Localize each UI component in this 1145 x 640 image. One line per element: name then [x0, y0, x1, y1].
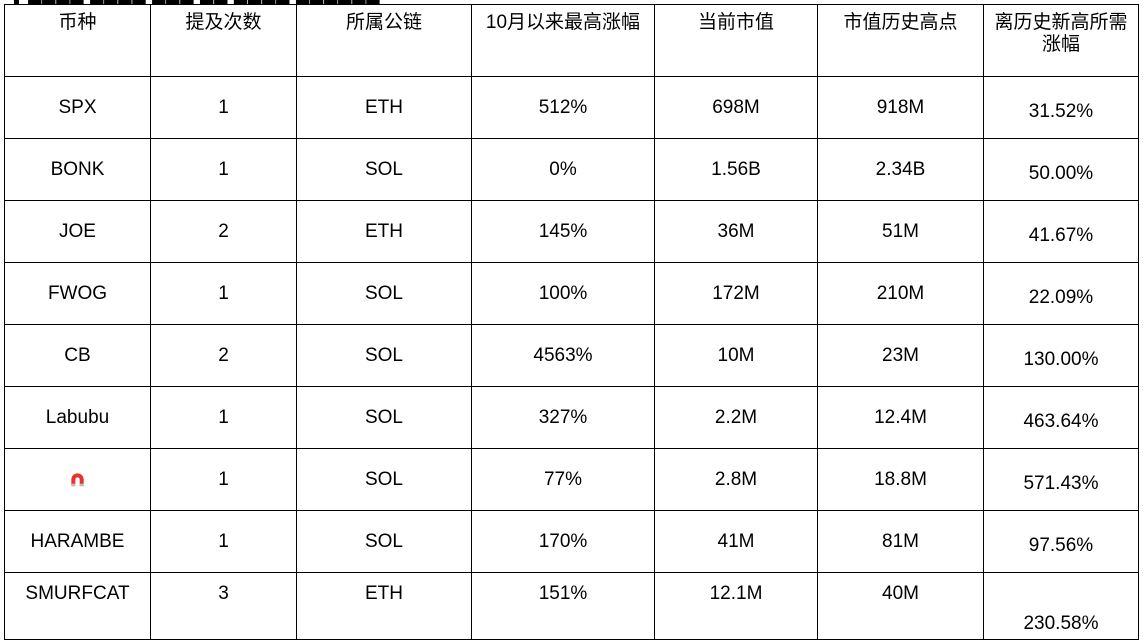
cell-market-cap: 2.2M	[654, 386, 818, 449]
cell-ath-cap: 81M	[817, 510, 984, 573]
cell-max-gain: 512%	[471, 76, 655, 139]
cell-max-gain: 170%	[471, 510, 655, 573]
cropped-caption: ▍▇▇▆▇ ▅▇▇▆ ▆▇▇ ▇▆ ▆▇▇▇ ▇▇▆▇▇▇	[0, 0, 1145, 4]
table-row: 1 SOL 77% 2.8M 18.8M 571.43%	[4, 448, 1139, 511]
cell-coin: SMURFCAT	[4, 572, 151, 640]
table-row: CB 2 SOL 4563% 10M 23M 130.00%	[4, 324, 1139, 387]
cell-gain-to-ath: 41.67%	[983, 200, 1139, 263]
magnet-emoji-icon	[71, 473, 84, 487]
table-row: Labubu 1 SOL 327% 2.2M 12.4M 463.64%	[4, 386, 1139, 449]
cell-max-gain: 0%	[471, 138, 655, 201]
cell-mentions: 1	[150, 448, 297, 511]
cell-market-cap: 41M	[654, 510, 818, 573]
cell-market-cap: 698M	[654, 76, 818, 139]
cell-market-cap: 1.56B	[654, 138, 818, 201]
meme-coin-table: 币种 提及次数 所属公链 10月以来最高涨幅 当前市值 市值历史高点 离历史新高…	[4, 4, 1139, 640]
cell-mentions: 2	[150, 324, 297, 387]
table-row: HARAMBE 1 SOL 170% 41M 81M 97.56%	[4, 510, 1139, 573]
cell-ath-cap: 12.4M	[817, 386, 984, 449]
cell-chain: SOL	[296, 448, 472, 511]
cell-mentions: 1	[150, 138, 297, 201]
cell-ath-cap: 210M	[817, 262, 984, 325]
cell-max-gain: 4563%	[471, 324, 655, 387]
cell-ath-cap: 51M	[817, 200, 984, 263]
header-max-gain: 10月以来最高涨幅	[471, 4, 655, 77]
cell-market-cap: 10M	[654, 324, 818, 387]
cell-chain: ETH	[296, 76, 472, 139]
cell-market-cap: 172M	[654, 262, 818, 325]
header-gain-to-ath: 离历史新高所需涨幅	[983, 4, 1139, 77]
cell-gain-to-ath: 463.64%	[983, 386, 1139, 449]
cell-max-gain: 145%	[471, 200, 655, 263]
header-market-cap: 当前市值	[654, 4, 818, 77]
cell-coin: FWOG	[4, 262, 151, 325]
table-row: SPX 1 ETH 512% 698M 918M 31.52%	[4, 76, 1139, 139]
cell-market-cap: 36M	[654, 200, 818, 263]
table-row: FWOG 1 SOL 100% 172M 210M 22.09%	[4, 262, 1139, 325]
cell-gain-to-ath: 230.58%	[983, 572, 1139, 640]
header-chain: 所属公链	[296, 4, 472, 77]
cell-coin: Labubu	[4, 386, 151, 449]
header-coin: 币种	[4, 4, 151, 77]
cell-ath-cap: 918M	[817, 76, 984, 139]
cell-mentions: 1	[150, 510, 297, 573]
cell-coin: JOE	[4, 200, 151, 263]
cell-coin: CB	[4, 324, 151, 387]
cell-gain-to-ath: 97.56%	[983, 510, 1139, 573]
cell-mentions: 1	[150, 262, 297, 325]
cell-ath-cap: 40M	[817, 572, 984, 640]
cell-max-gain: 100%	[471, 262, 655, 325]
cell-gain-to-ath: 571.43%	[983, 448, 1139, 511]
cell-chain: ETH	[296, 572, 472, 640]
cell-coin: HARAMBE	[4, 510, 151, 573]
cell-gain-to-ath: 130.00%	[983, 324, 1139, 387]
cell-gain-to-ath: 22.09%	[983, 262, 1139, 325]
cell-chain: SOL	[296, 324, 472, 387]
cell-gain-to-ath: 31.52%	[983, 76, 1139, 139]
cell-ath-cap: 2.34B	[817, 138, 984, 201]
cell-mentions: 3	[150, 572, 297, 640]
cell-chain: SOL	[296, 138, 472, 201]
cell-coin: SPX	[4, 76, 151, 139]
cell-mentions: 1	[150, 386, 297, 449]
header-ath-cap: 市值历史高点	[817, 4, 984, 77]
cell-max-gain: 151%	[471, 572, 655, 640]
cell-chain: SOL	[296, 386, 472, 449]
cell-coin: BONK	[4, 138, 151, 201]
cell-chain: SOL	[296, 262, 472, 325]
cell-chain: ETH	[296, 200, 472, 263]
cell-market-cap: 12.1M	[654, 572, 818, 640]
header-mentions: 提及次数	[150, 4, 297, 77]
cell-max-gain: 327%	[471, 386, 655, 449]
cell-mentions: 2	[150, 200, 297, 263]
cell-ath-cap: 23M	[817, 324, 984, 387]
table-row: JOE 2 ETH 145% 36M 51M 41.67%	[4, 200, 1139, 263]
cell-gain-to-ath: 50.00%	[983, 138, 1139, 201]
cell-market-cap: 2.8M	[654, 448, 818, 511]
table-header-row: 币种 提及次数 所属公链 10月以来最高涨幅 当前市值 市值历史高点 离历史新高…	[4, 4, 1139, 77]
cell-max-gain: 77%	[471, 448, 655, 511]
cell-chain: SOL	[296, 510, 472, 573]
table-row: BONK 1 SOL 0% 1.56B 2.34B 50.00%	[4, 138, 1139, 201]
table-row: SMURFCAT 3 ETH 151% 12.1M 40M 230.58%	[4, 572, 1139, 640]
cell-coin	[4, 448, 151, 511]
cell-ath-cap: 18.8M	[817, 448, 984, 511]
cell-mentions: 1	[150, 76, 297, 139]
